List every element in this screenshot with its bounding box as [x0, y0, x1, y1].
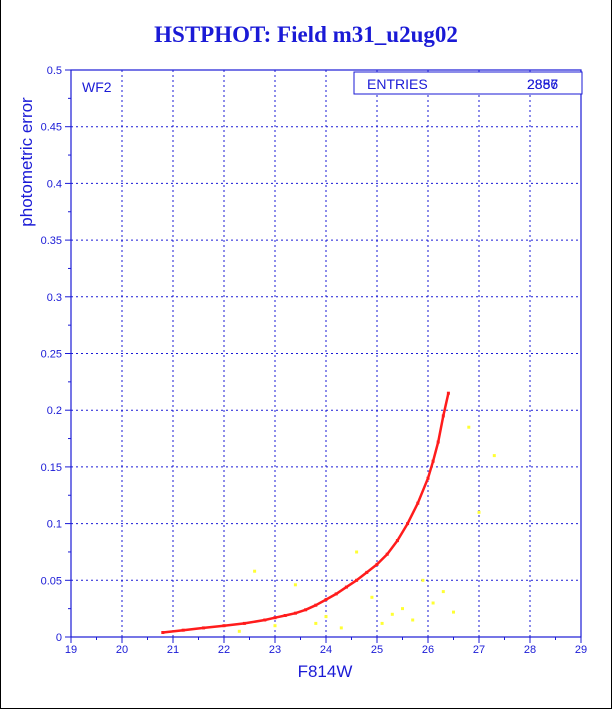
data-point-yellow [421, 578, 425, 582]
x-tick-label: 24 [320, 644, 332, 656]
y-tick-label: 0.1 [47, 519, 62, 531]
window-border-left [0, 0, 1, 709]
data-point-yellow [339, 626, 343, 630]
y-axis-label: photometric error [17, 97, 36, 227]
stats-value: 2887 [527, 76, 558, 92]
grid-layer [71, 70, 581, 637]
stats-value: 2856 [527, 76, 558, 92]
data-point-yellow [237, 629, 241, 633]
y-tick-label: 0.3 [47, 292, 62, 304]
panel-label: WF2 [82, 79, 112, 95]
marks-layer [161, 391, 496, 634]
x-tick-label: 22 [218, 644, 230, 656]
x-tick-label: 27 [473, 644, 485, 656]
data-point-yellow [431, 601, 435, 605]
x-tick-label: 26 [422, 644, 434, 656]
x-tick-label: 28 [524, 644, 536, 656]
data-point-yellow [467, 425, 471, 429]
data-point-yellow [355, 550, 359, 554]
data-point-yellow [314, 621, 318, 625]
y-tick-label: 0.35 [41, 235, 62, 247]
page-title: HSTPHOT: Field m31_u2ug02 [154, 22, 458, 47]
data-point-yellow [253, 569, 257, 573]
stats-box: ENTRIES 2887 2856 [353, 71, 583, 95]
data-point-yellow [390, 612, 394, 616]
data-point-yellow [370, 595, 374, 599]
y-tick-label: 0 [56, 632, 62, 644]
red-series-locus [162, 392, 450, 634]
data-point-yellow [273, 624, 277, 628]
x-tick-label: 21 [167, 644, 179, 656]
data-point-yellow [401, 607, 404, 611]
stats-label: ENTRIES [367, 76, 428, 92]
data-point-yellow [477, 510, 481, 514]
data-point-yellow [324, 615, 328, 619]
y-tick-label: 0.45 [41, 122, 62, 134]
x-tick-label: 20 [116, 644, 128, 656]
y-tick-label: 0.05 [41, 575, 62, 587]
data-point-yellow [380, 621, 384, 625]
stats-box-frame [353, 71, 583, 95]
data-point-yellow [492, 454, 496, 458]
x-tick-label: 19 [65, 644, 77, 656]
y-tick-label: 0.4 [47, 178, 62, 190]
y-tick-label: 0.25 [41, 349, 62, 361]
data-point-yellow [441, 590, 445, 594]
data-point-yellow [411, 618, 415, 622]
x-tick-label: 25 [371, 644, 383, 656]
y-tick-label: 0.15 [41, 462, 62, 474]
ticks-layer: 19 20 21 22 23 24 25 26 27 28 29 0 0.05 0.1 0.15 0.2 0.2… [41, 65, 588, 656]
x-tick-label: 29 [575, 644, 587, 656]
y-tick-label: 0.5 [47, 65, 62, 77]
y-tick-label: 0.2 [47, 405, 62, 417]
x-tick-label: 23 [269, 644, 281, 656]
x-axis-label: F814W [298, 662, 353, 681]
data-point-yellow [293, 583, 297, 587]
data-point-yellow [452, 610, 455, 614]
